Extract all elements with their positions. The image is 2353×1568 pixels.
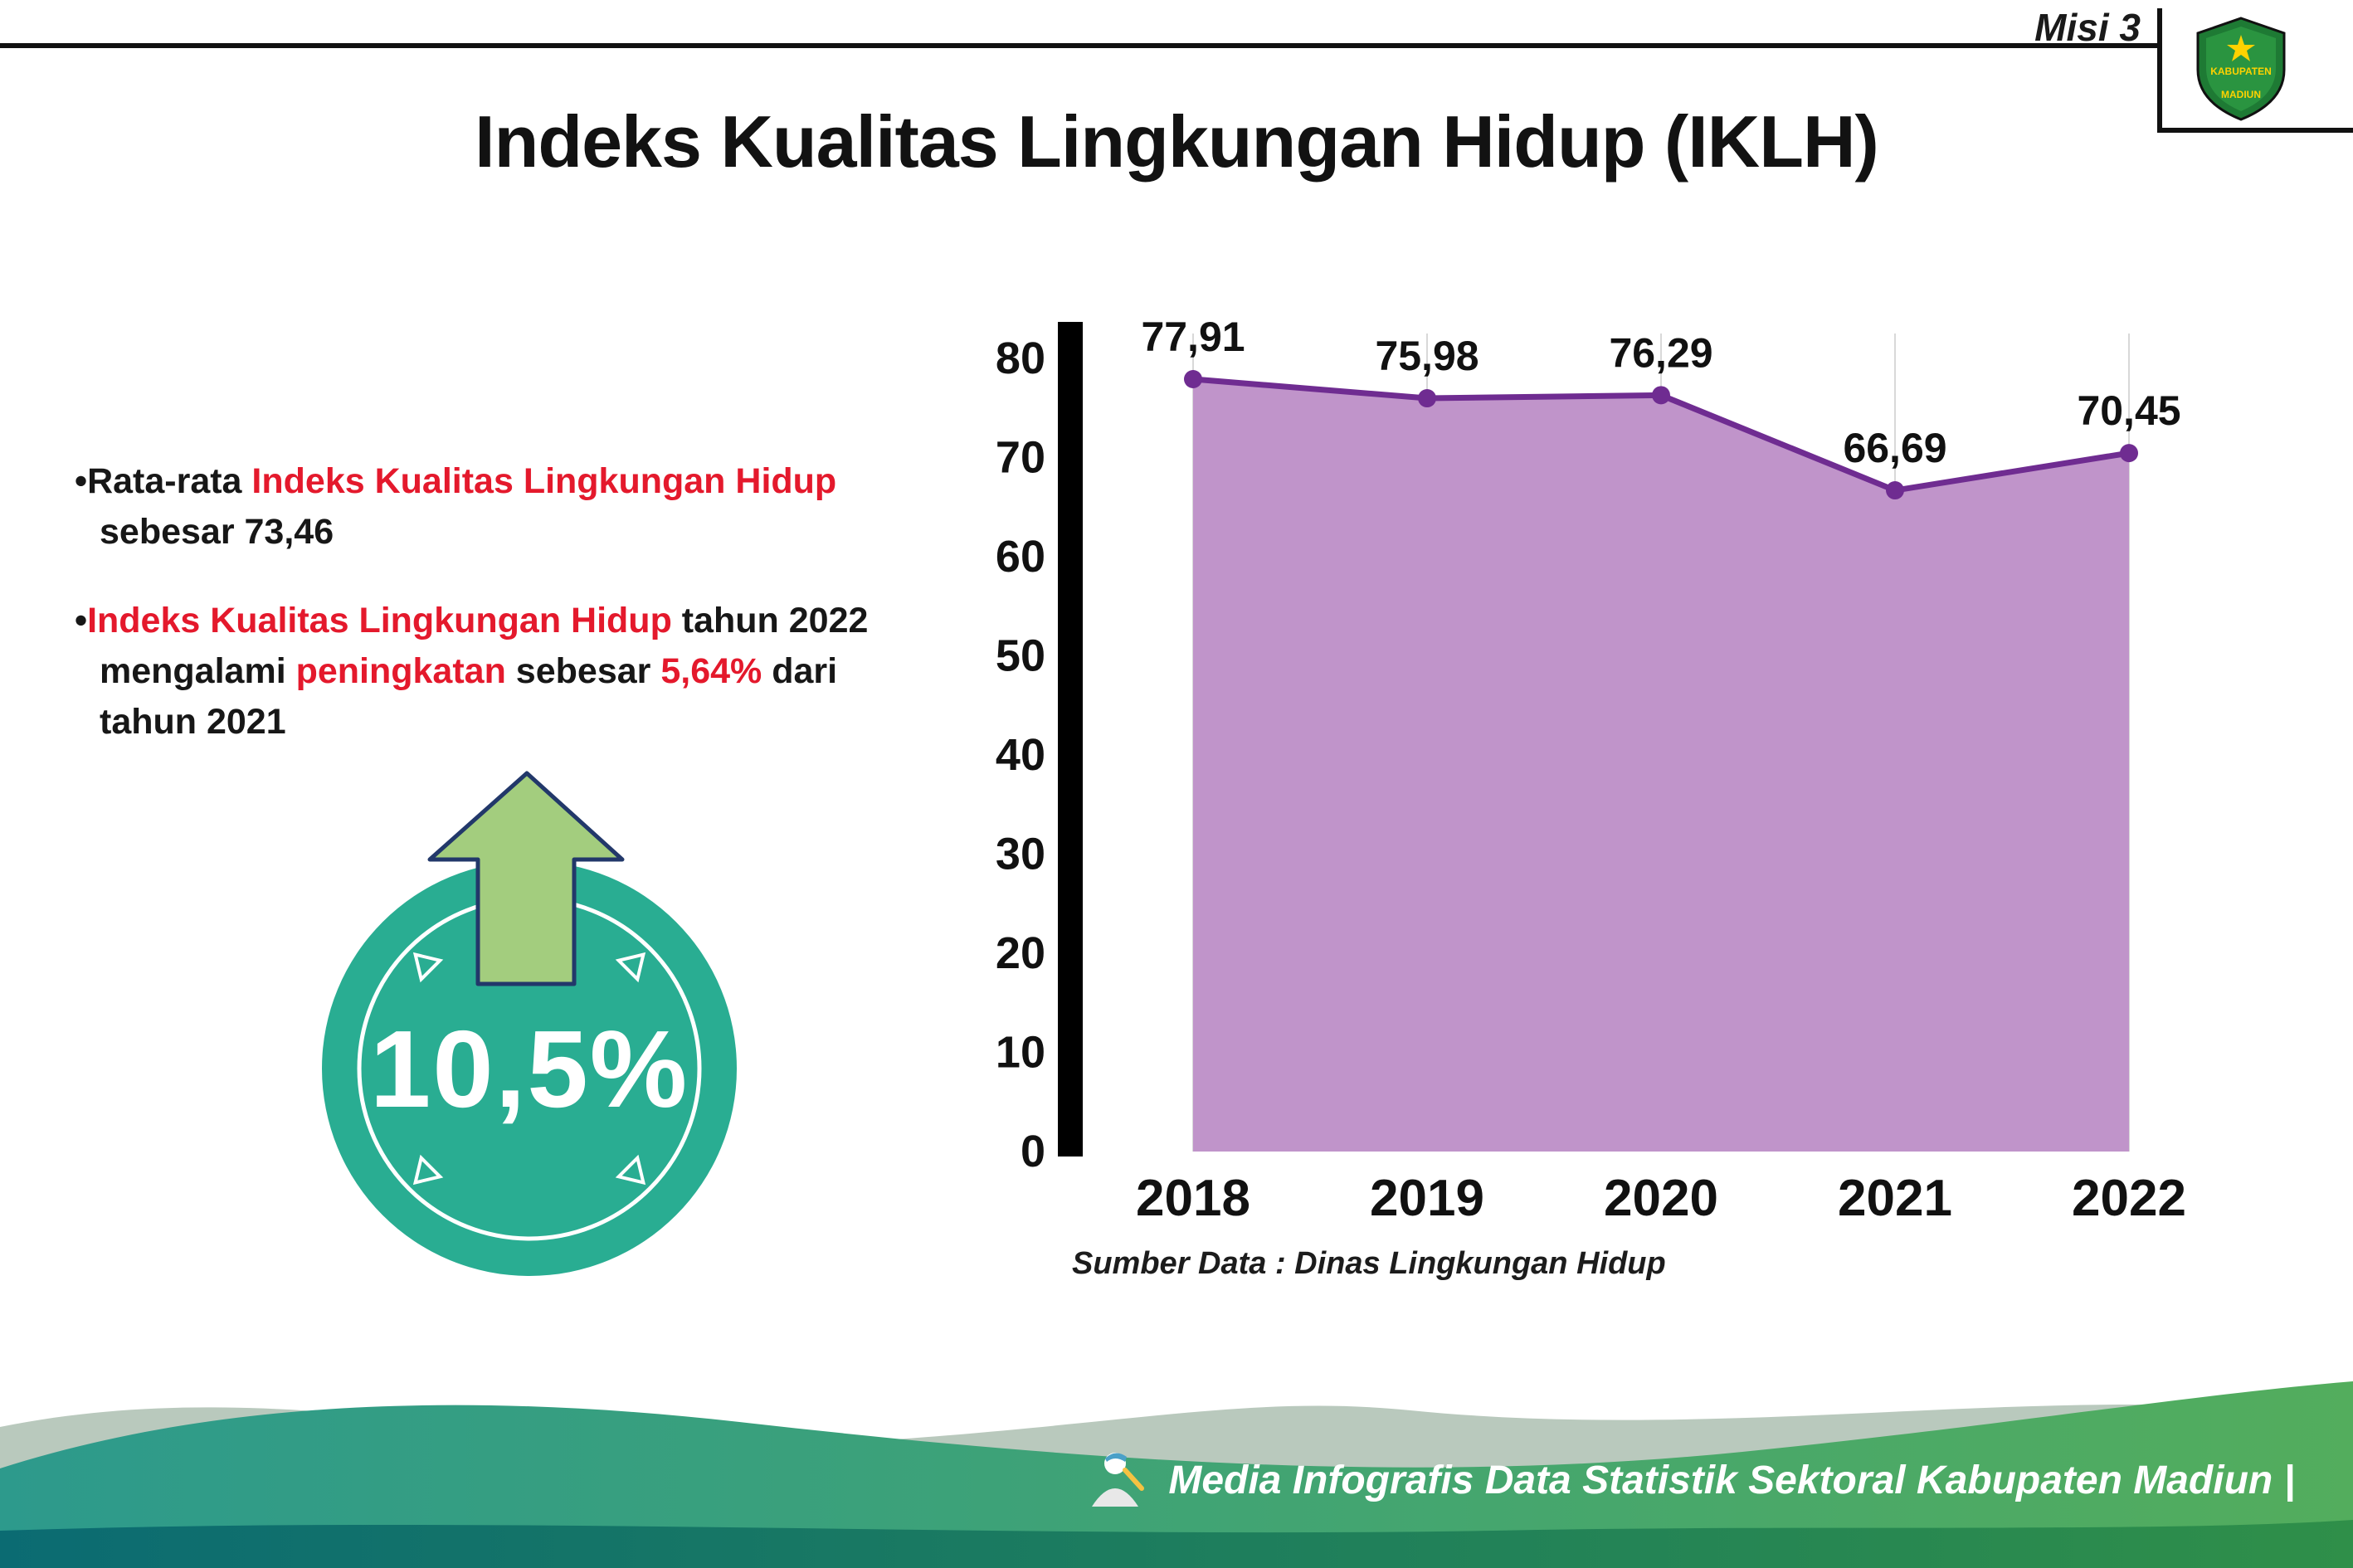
data-point bbox=[1652, 386, 1670, 405]
top-rule bbox=[0, 43, 2157, 48]
bullet-segment: Rata-rata bbox=[87, 461, 252, 501]
x-tick-label: 2022 bbox=[2072, 1170, 2186, 1227]
crest-text-top: KABUPATEN bbox=[2210, 66, 2272, 77]
up-arrow-icon bbox=[427, 771, 625, 986]
bullet-list: •Rata-rata Indeks Kualitas Lingkungan Hi… bbox=[75, 456, 929, 786]
data-point bbox=[1184, 369, 1202, 388]
x-tick-label: 2021 bbox=[1838, 1170, 1952, 1227]
crest-text-bottom: MADIUN bbox=[2221, 89, 2261, 100]
increase-badge: 10,5% bbox=[322, 861, 737, 1276]
x-tick-label: 2020 bbox=[1604, 1170, 1718, 1227]
data-label: 66,69 bbox=[1843, 425, 1946, 471]
y-tick-label: 80 bbox=[996, 334, 1045, 383]
y-tick-label: 20 bbox=[996, 928, 1045, 978]
y-tick-label: 0 bbox=[1021, 1127, 1045, 1176]
bullet-segment: sebesar bbox=[505, 651, 661, 692]
y-axis-bar bbox=[1058, 322, 1083, 1157]
bullet-item: •Indeks Kualitas Lingkungan Hidup tahun … bbox=[75, 596, 929, 747]
data-point bbox=[1886, 481, 1904, 500]
bullet-segment: dari tahun 2021 bbox=[100, 651, 838, 743]
y-tick-label: 70 bbox=[996, 433, 1045, 483]
y-tick-label: 50 bbox=[996, 631, 1045, 681]
y-tick-label: 10 bbox=[996, 1028, 1045, 1078]
y-tick-label: 60 bbox=[996, 532, 1045, 582]
bullet-segment: 5,64% bbox=[660, 651, 762, 692]
data-label: 77,91 bbox=[1141, 314, 1245, 360]
footer-text: Media Infografis Data Statistik Sektoral… bbox=[1168, 1458, 2295, 1502]
bullet-item: •Rata-rata Indeks Kualitas Lingkungan Hi… bbox=[75, 456, 929, 558]
bullet-segment: sebesar 73,46 bbox=[100, 512, 334, 553]
area-fill bbox=[1193, 378, 2129, 1152]
y-tick-label: 30 bbox=[996, 830, 1045, 879]
misi-label: Misi 3 bbox=[2034, 6, 2141, 49]
writer-logo-icon bbox=[1092, 1453, 1145, 1507]
bullet-dot: • bbox=[75, 461, 88, 501]
footer-wave-decoration bbox=[0, 1381, 2353, 1568]
data-point bbox=[2120, 444, 2138, 463]
page-title: Indeks Kualitas Lingkungan Hidup (IKLH) bbox=[475, 100, 1879, 183]
logo-frame-vertical bbox=[2157, 8, 2162, 133]
footer-bar: Media Infografis Data Statistik Sektoral… bbox=[1080, 1445, 2295, 1515]
bullet-segment: Indeks Kualitas Lingkungan Hidup bbox=[87, 601, 672, 641]
data-label: 75,98 bbox=[1375, 333, 1479, 379]
chart-source-note: Sumber Data : Dinas Lingkungan Hidup bbox=[1072, 1246, 1666, 1281]
bullet-segment: tahun 2022 mengalami bbox=[100, 601, 869, 692]
bullet-segment: peningkatan bbox=[295, 651, 506, 692]
iklh-area-chart: 0 10 20 30 40 50 60 70 80 2018 2019 2020 2021 2022 77,… bbox=[996, 314, 2186, 1227]
data-label: 70,45 bbox=[2077, 387, 2180, 434]
x-tick-label: 2019 bbox=[1370, 1170, 1484, 1227]
data-point bbox=[1418, 389, 1436, 408]
data-label: 76,29 bbox=[1609, 329, 1712, 376]
badge-percentage: 10,5% bbox=[369, 1007, 689, 1130]
crest-icon: KABUPATEN MADIUN bbox=[2196, 17, 2286, 121]
kabupaten-madiun-logo: KABUPATEN MADIUN bbox=[2187, 12, 2295, 126]
bullet-segment: Indeks Kualitas Lingkungan Hidup bbox=[251, 461, 837, 501]
logo-frame-horizontal bbox=[2157, 128, 2353, 133]
x-tick-label: 2018 bbox=[1136, 1170, 1250, 1227]
bullet-dot: • bbox=[75, 601, 88, 641]
y-tick-label: 40 bbox=[996, 730, 1045, 780]
